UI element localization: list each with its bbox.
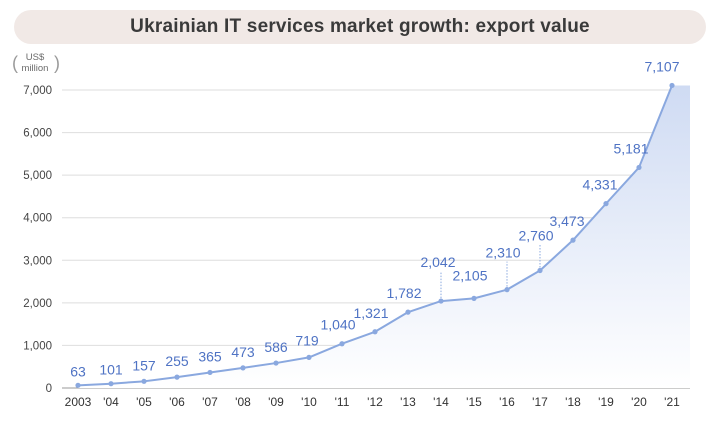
x-tick-label: '20 xyxy=(631,395,647,409)
data-point-3 xyxy=(174,374,180,380)
data-point-10 xyxy=(405,309,411,315)
x-tick-labels: 2003 '04 '05 '06 '07 '08 '09 '10 '11 '12 '13 '14 '15… xyxy=(65,395,680,409)
data-point-7 xyxy=(306,354,312,360)
x-tick-label: '14 xyxy=(433,395,449,409)
x-tick-label: '05 xyxy=(136,395,152,409)
x-tick-label: '15 xyxy=(466,395,482,409)
x-tick-label: '16 xyxy=(499,395,515,409)
data-label-14: 2,760 xyxy=(518,228,553,244)
unit-open-paren: ( xyxy=(12,53,18,73)
area-fill-layer xyxy=(78,85,690,388)
y-tick-label: 5,000 xyxy=(23,170,52,182)
data-point-17 xyxy=(636,164,642,171)
y-tick-label: 6,000 xyxy=(23,128,52,140)
x-tick-label: '04 xyxy=(103,395,119,409)
data-label-11: 2,042 xyxy=(420,254,455,270)
unit-line-1: US$ xyxy=(25,52,45,63)
x-tick-label: '11 xyxy=(335,395,350,409)
x-tick-label: '10 xyxy=(301,395,317,409)
data-label-4: 365 xyxy=(198,348,222,364)
x-tick-label: '19 xyxy=(598,395,614,409)
y-tick-label: 4,000 xyxy=(23,213,52,225)
data-label-17: 5,181 xyxy=(613,140,648,156)
x-tick-label: '09 xyxy=(268,395,284,409)
chart-title: Ukrainian IT services market growth: exp… xyxy=(130,16,590,37)
data-label-9: 1,321 xyxy=(353,305,388,321)
x-tick-label: '12 xyxy=(367,395,383,409)
data-point-9 xyxy=(372,329,378,335)
data-point-15 xyxy=(570,237,576,243)
data-point-16 xyxy=(603,201,609,207)
data-point-5 xyxy=(240,365,246,371)
data-label-7: 719 xyxy=(295,332,319,348)
data-label-15: 3,473 xyxy=(549,213,584,229)
x-tick-label: '07 xyxy=(202,395,218,409)
y-tick-label: 2,000 xyxy=(23,298,52,310)
y-axis-unit-label: ( US$ million ) xyxy=(12,52,60,74)
x-tick-label: '08 xyxy=(235,395,251,409)
data-point-6 xyxy=(273,360,279,366)
x-tick-label: '06 xyxy=(169,395,185,409)
data-label-18: 7,107 xyxy=(644,58,679,74)
x-tick-label: 2003 xyxy=(65,395,92,409)
data-label-13: 2,310 xyxy=(485,245,520,261)
chart-title-bar: Ukrainian IT services market growth: exp… xyxy=(14,10,706,44)
leader-lines xyxy=(440,244,541,299)
data-point-18 xyxy=(669,82,675,89)
data-label-1: 101 xyxy=(99,362,123,378)
x-tick-label: '17 xyxy=(532,395,548,409)
data-label-12: 2,105 xyxy=(452,267,487,283)
data-point-11 xyxy=(438,298,444,304)
data-point-14 xyxy=(537,267,543,274)
unit-close-paren: ) xyxy=(54,53,60,73)
data-point-12 xyxy=(471,295,477,301)
data-label-10: 1,782 xyxy=(386,285,421,301)
y-tick-labels: 0 1,000 2,000 3,000 4,000 5,000 6,000 7,000 xyxy=(23,85,52,395)
y-tick-label: 3,000 xyxy=(23,255,52,267)
data-label-6: 586 xyxy=(264,339,288,355)
data-point-1 xyxy=(108,381,114,387)
data-points xyxy=(75,82,675,388)
x-tick-label: '21 xyxy=(664,395,680,409)
data-point-2 xyxy=(141,378,147,384)
data-point-0 xyxy=(75,382,81,388)
data-label-5: 473 xyxy=(231,344,255,360)
data-label-16: 4,331 xyxy=(582,177,617,193)
area-fill xyxy=(78,85,690,388)
data-label-0: 63 xyxy=(70,363,86,379)
x-tick-label: '18 xyxy=(565,395,581,409)
data-point-13 xyxy=(504,287,510,293)
unit-line-2: million xyxy=(21,63,49,74)
x-tick-label: '13 xyxy=(400,395,416,409)
data-label-2: 157 xyxy=(132,357,156,373)
data-label-3: 255 xyxy=(165,353,189,369)
data-point-4 xyxy=(207,369,213,376)
y-tick-label: 1,000 xyxy=(23,340,52,352)
data-label-8: 1,040 xyxy=(320,317,355,333)
data-point-8 xyxy=(339,341,345,347)
y-tick-label: 0 xyxy=(46,383,52,395)
y-tick-label: 7,000 xyxy=(23,85,52,97)
